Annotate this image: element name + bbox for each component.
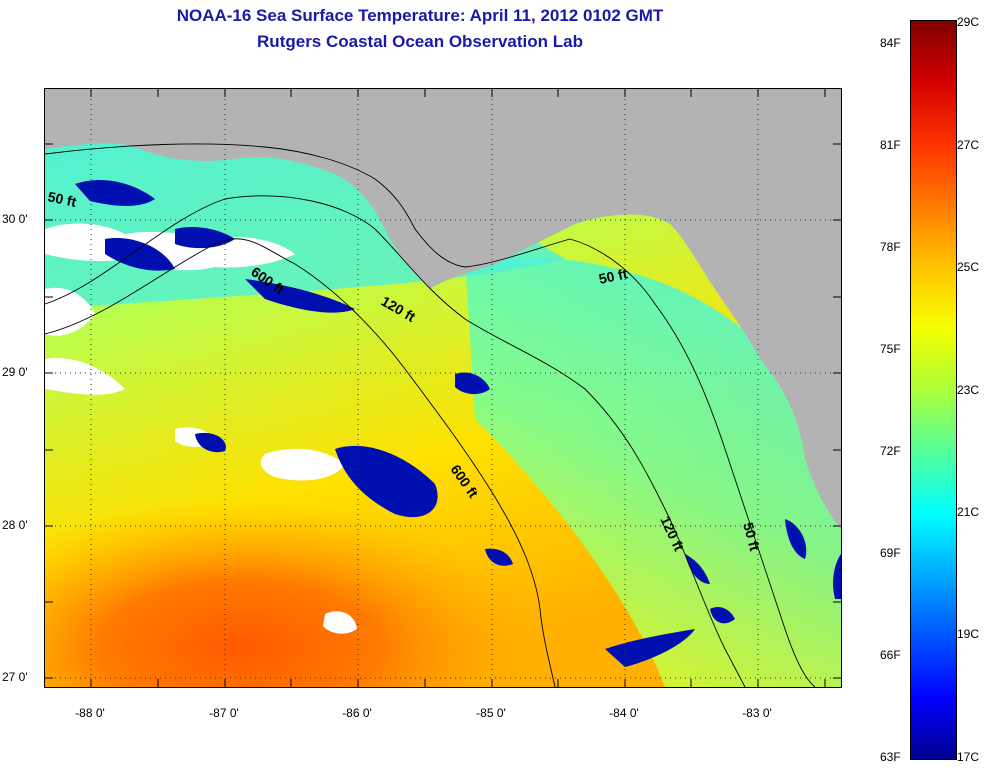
contour-label: 50 ft [597,265,629,287]
colorbar-fahrenheit-label: 72F [880,444,901,458]
colorbar-fahrenheit-label: 75F [880,342,901,356]
colorbar-celsius-label: 21C [957,505,980,519]
sst-map: 50 ft 600 ft 120 ft 50 ft 600 ft 120 ft … [44,88,842,688]
colorbar-fahrenheit-label: 69F [880,546,901,560]
sst-map-canvas: 50 ft 600 ft 120 ft 50 ft 600 ft 120 ft … [45,89,841,687]
frame-ticks [45,89,841,687]
contour-120ft [45,195,746,687]
land-mask [45,89,841,529]
latitude-label: 28 0' [2,518,28,532]
contour-label: 50 ft [740,521,763,553]
colorbar-fahrenheit-label: 78F [880,240,901,254]
contour-50ft [45,143,816,687]
latitude-label: 29 0' [2,365,28,379]
colorbar-fahrenheit-label: 81F [880,138,901,152]
cloud-cover [45,223,357,634]
colorbar-celsius-label: 23C [957,383,980,397]
colorbar-celsius-label: 17C [957,750,980,764]
colorbar-fahrenheit-label: 66F [880,648,901,662]
map-subtitle: Rutgers Coastal Ocean Observation Lab [257,32,583,51]
longitude-label: -83 0' [742,706,772,720]
cold-artifacts [75,179,841,667]
bathymetry-contours [45,143,816,687]
longitude-label: -87 0' [209,706,239,720]
colorbar-celsius-label: 25C [957,260,980,274]
colorbar-celsius-label: 29C [957,15,980,29]
contour-600ft [45,238,556,687]
colorbar-fahrenheit-label: 84F [880,36,901,50]
colorbar-celsius-label: 19C [957,627,980,641]
longitude-label: -84 0' [609,706,639,720]
temperature-colorbar [910,20,957,760]
latitude-label: 30 0' [2,212,28,226]
colorbar-fahrenheit-label: 63F [880,750,901,764]
latitude-label: 27 0' [2,670,28,684]
contour-label: 50 ft [46,188,78,210]
longitude-label: -86 0' [342,706,372,720]
shelf-water [465,256,841,687]
colorbar-celsius-label: 27C [957,138,980,152]
longitude-label: -85 0' [476,706,506,720]
longitude-label: -88 0' [75,706,105,720]
map-title: NOAA-16 Sea Surface Temperature: April 1… [176,6,664,25]
